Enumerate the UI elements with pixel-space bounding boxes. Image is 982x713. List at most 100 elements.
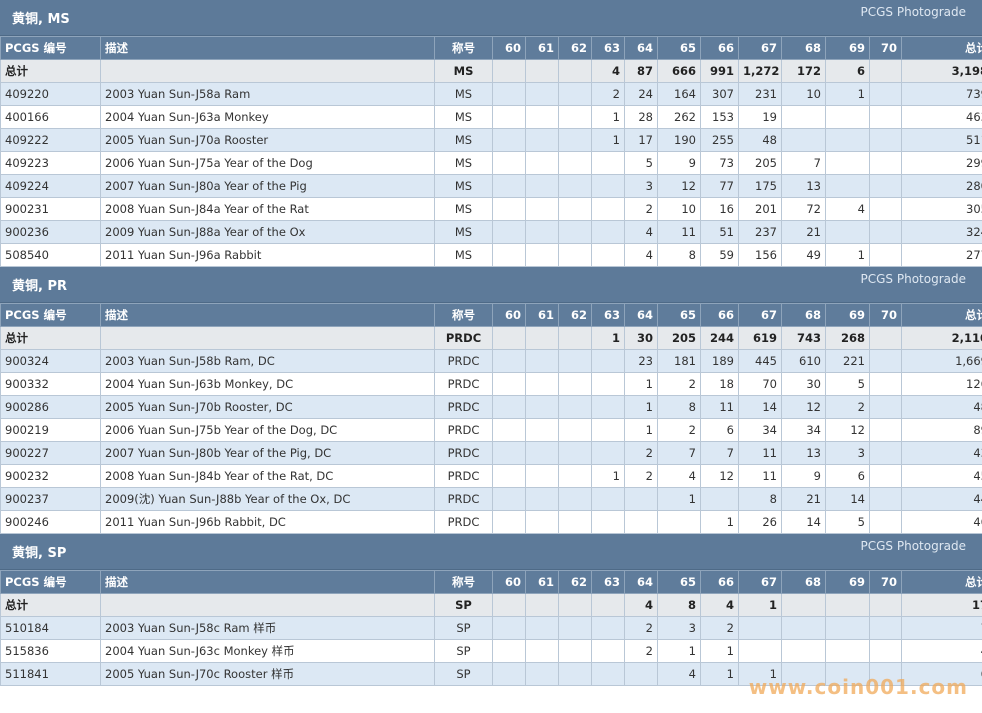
designation: MS [434, 197, 493, 221]
pcgs-number-link[interactable]: 900332 [5, 377, 49, 391]
pcgs-number-cell: 511841 [0, 662, 101, 686]
pcgs-number-link[interactable]: 511841 [5, 667, 49, 681]
photograde-link[interactable]: PCGS Photograde [860, 5, 966, 19]
pcgs-number-link[interactable]: 515836 [5, 644, 49, 658]
pcgs-number-link[interactable]: 409223 [5, 156, 49, 170]
column-header: 66 [700, 570, 739, 594]
grade-count: 2 [657, 418, 701, 442]
grade-count [591, 151, 625, 175]
column-header: 62 [558, 36, 592, 60]
column-header[interactable]: PCGS 编号 [0, 36, 101, 60]
pcgs-number-cell: 515836 [0, 639, 101, 663]
grade-count: 11 [657, 220, 701, 244]
grade-count [558, 243, 592, 267]
grade-count [525, 639, 559, 663]
grade-count [492, 395, 526, 419]
pcgs-number-link[interactable]: 900219 [5, 423, 49, 437]
grade-count: 6 [700, 418, 739, 442]
designation: SP [434, 662, 493, 686]
pcgs-number-link[interactable]: 900236 [5, 225, 49, 239]
photograde-link[interactable]: PCGS Photograde [860, 272, 966, 286]
grade-count: 1 [825, 243, 870, 267]
grade-count [492, 487, 526, 511]
coin-description: 2005 Yuan Sun-J70b Rooster, DC [100, 395, 435, 419]
column-header[interactable]: 描述 [100, 303, 435, 327]
table-row: 900231 2008 Yuan Sun-J84a Year of the Rat… [0, 197, 982, 221]
grade-count [624, 487, 658, 511]
coin-description: 2007 Yuan Sun-J80a Year of the Pig [100, 174, 435, 198]
grade-count [781, 662, 826, 686]
column-header: 66 [700, 36, 739, 60]
pcgs-number-link[interactable]: 409222 [5, 133, 49, 147]
grade-count [591, 395, 625, 419]
grade-count [825, 639, 870, 663]
grade-count [558, 151, 592, 175]
column-header: 68 [781, 303, 826, 327]
table-row: 900232 2008 Yuan Sun-J84b Year of the Rat… [0, 464, 982, 488]
pcgs-number-link[interactable]: 900232 [5, 469, 49, 483]
grade-count [492, 616, 526, 640]
pcgs-number-cell: 900227 [0, 441, 101, 465]
grade-count: 7 [781, 151, 826, 175]
grade-count: 13 [781, 441, 826, 465]
grade-count [492, 105, 526, 129]
grade-count: 10 [781, 82, 826, 106]
table-row: 900324 2003 Yuan Sun-J58b Ram, DC PRDC 23 18… [0, 349, 982, 373]
grade-count [525, 128, 559, 152]
grade-count [591, 639, 625, 663]
section-header: 黄铜, MS PCGS Photograde [0, 0, 982, 36]
grade-count [869, 151, 902, 175]
pcgs-number-link[interactable]: 508540 [5, 248, 49, 262]
pcgs-number-link[interactable]: 409224 [5, 179, 49, 193]
grade-count [869, 174, 902, 198]
grade-count [591, 510, 625, 534]
grade-count [558, 616, 592, 640]
pcgs-number-link[interactable]: 400166 [5, 110, 49, 124]
pcgs-number-link[interactable]: 409220 [5, 87, 49, 101]
total-grade-count: 1,272 [738, 59, 782, 83]
pcgs-number-link[interactable]: 900246 [5, 515, 49, 529]
designation: MS [434, 105, 493, 129]
column-header: 67 [738, 303, 782, 327]
column-header[interactable]: 描述 [100, 570, 435, 594]
grade-count [657, 510, 701, 534]
grade-count: 5 [624, 151, 658, 175]
population-table: PCGS 编号描述称号6061626364656667686970总计总计MS4… [0, 36, 982, 267]
grade-count [869, 418, 902, 442]
grade-count [492, 243, 526, 267]
photograde-link[interactable]: PCGS Photograde [860, 539, 966, 553]
column-header[interactable]: PCGS 编号 [0, 570, 101, 594]
column-header: 66 [700, 303, 739, 327]
pcgs-number-link[interactable]: 900231 [5, 202, 49, 216]
grade-count: 11 [738, 441, 782, 465]
total-desc [100, 326, 435, 350]
grade-count [525, 464, 559, 488]
grade-count: 8 [657, 395, 701, 419]
grade-count [525, 174, 559, 198]
coin-description: 2011 Yuan Sun-J96b Rabbit, DC [100, 510, 435, 534]
column-header: 61 [525, 36, 559, 60]
grade-count: 59 [700, 243, 739, 267]
grade-count [558, 174, 592, 198]
pcgs-number-link[interactable]: 900286 [5, 400, 49, 414]
grade-count: 175 [738, 174, 782, 198]
pcgs-number-link[interactable]: 900237 [5, 492, 49, 506]
table-header-row: PCGS 编号描述称号6061626364656667686970总计 [0, 570, 982, 594]
grade-count [525, 220, 559, 244]
grade-count [869, 220, 902, 244]
grade-count: 7 [700, 441, 739, 465]
pcgs-number-cell: 409220 [0, 82, 101, 106]
column-header[interactable]: PCGS 编号 [0, 303, 101, 327]
grade-count [525, 197, 559, 221]
pcgs-number-link[interactable]: 900324 [5, 354, 49, 368]
column-header: 65 [657, 303, 701, 327]
column-header: 总计 [901, 36, 982, 60]
grade-count [591, 662, 625, 686]
grade-count: 2 [591, 82, 625, 106]
grade-count: 4 [624, 220, 658, 244]
column-header[interactable]: 描述 [100, 36, 435, 60]
pcgs-number-link[interactable]: 510184 [5, 621, 49, 635]
grade-count [492, 174, 526, 198]
designation: MS [434, 151, 493, 175]
pcgs-number-link[interactable]: 900227 [5, 446, 49, 460]
